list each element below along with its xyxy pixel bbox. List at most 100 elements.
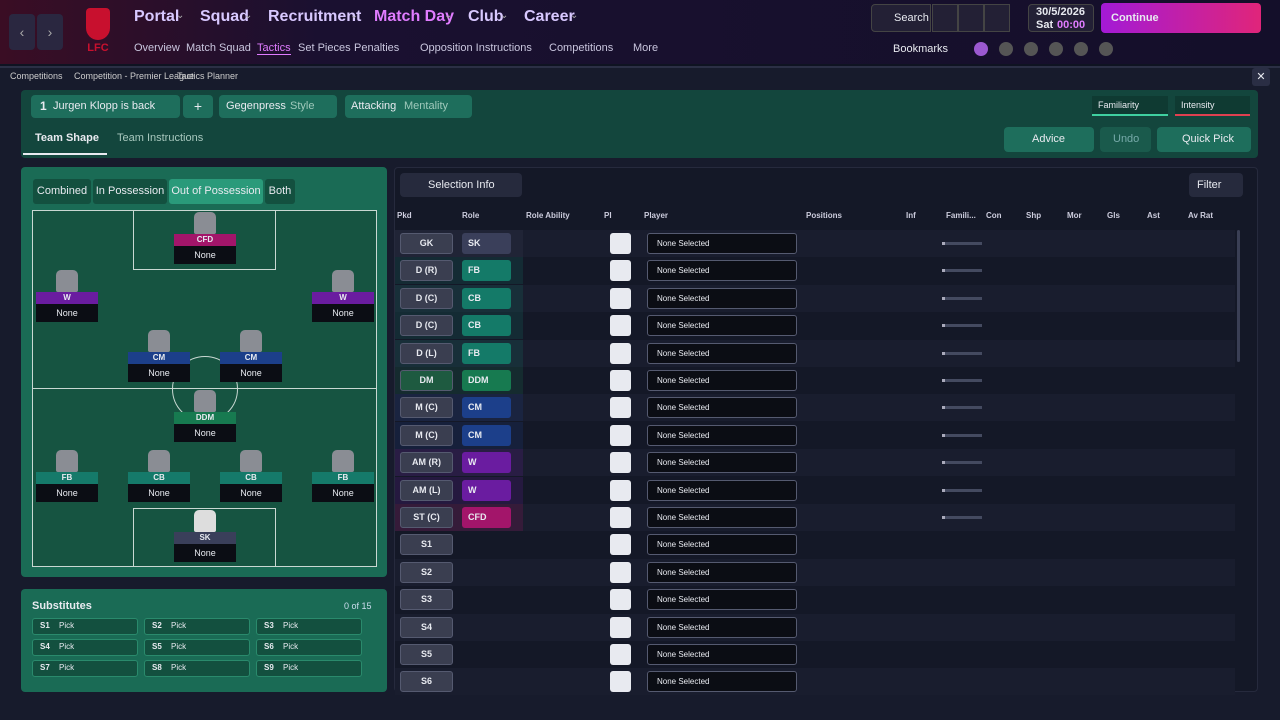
sub-nav-item[interactable]: Match Squad: [186, 42, 251, 54]
column-header[interactable]: Player: [644, 211, 669, 220]
player-name[interactable]: None: [220, 484, 282, 502]
main-nav-item[interactable]: Squad: [200, 8, 249, 25]
quick-icon[interactable]: [999, 42, 1013, 56]
main-nav-item[interactable]: Recruitment: [268, 8, 362, 25]
bookmarks[interactable]: Bookmarks: [893, 43, 949, 55]
sub-slot[interactable]: [256, 618, 362, 635]
player-name[interactable]: None: [128, 364, 190, 382]
breadcrumb-item[interactable]: Competition - Premier League: [74, 71, 195, 81]
player-name[interactable]: None: [174, 544, 236, 562]
icon-button[interactable]: [984, 4, 1010, 32]
position-button[interactable]: S5: [400, 644, 453, 665]
player-name[interactable]: None: [312, 484, 374, 502]
pi-button[interactable]: [610, 534, 631, 556]
mentality-select[interactable]: [345, 95, 472, 118]
icon-button[interactable]: [958, 4, 984, 32]
player-name[interactable]: None: [174, 424, 236, 442]
column-header[interactable]: Role: [462, 211, 480, 220]
column-header[interactable]: Av Rat: [1188, 211, 1214, 220]
role-strip[interactable]: CM: [220, 352, 282, 364]
quick-icon[interactable]: [1024, 42, 1038, 56]
sub-nav-item[interactable]: Opposition Instructions: [420, 42, 532, 54]
main-nav-item[interactable]: Club: [468, 8, 504, 25]
quick-icon[interactable]: [1099, 42, 1113, 56]
player-select[interactable]: None Selected: [647, 424, 797, 446]
position-button[interactable]: GK: [400, 233, 453, 254]
position-button[interactable]: M (C): [400, 397, 453, 419]
role-strip[interactable]: FB: [312, 472, 374, 484]
role-strip[interactable]: W: [312, 292, 374, 304]
sub-slot[interactable]: [32, 618, 138, 635]
pi-button[interactable]: [610, 507, 631, 528]
player-select[interactable]: None Selected: [647, 342, 797, 364]
player-select[interactable]: None Selected: [647, 534, 797, 556]
player-select[interactable]: None Selected: [647, 479, 797, 501]
player-select[interactable]: None Selected: [647, 260, 797, 282]
position-button[interactable]: AM (R): [400, 452, 453, 474]
position-button[interactable]: S1: [400, 534, 453, 556]
role-select[interactable]: SK: [462, 233, 511, 254]
position-button[interactable]: S3: [400, 589, 453, 611]
column-header[interactable]: PI: [604, 211, 612, 220]
pi-button[interactable]: [610, 233, 631, 254]
role-strip[interactable]: CM: [128, 352, 190, 364]
player-select[interactable]: None Selected: [647, 370, 797, 391]
quick-icon[interactable]: [1049, 42, 1063, 56]
pi-button[interactable]: [610, 287, 631, 309]
tab[interactable]: Team Instructions: [117, 132, 204, 144]
role-select[interactable]: FB: [462, 342, 511, 364]
role-strip[interactable]: FB: [36, 472, 98, 484]
position-button[interactable]: S4: [400, 616, 453, 638]
column-header[interactable]: Ast: [1147, 211, 1160, 220]
player-name[interactable]: None: [312, 304, 374, 322]
phase-tab[interactable]: In Possession: [93, 179, 167, 204]
quick-icon[interactable]: [1074, 42, 1088, 56]
main-nav-item[interactable]: Match Day: [374, 8, 455, 25]
sub-nav-item[interactable]: Tactics: [257, 42, 291, 55]
player-name[interactable]: None: [36, 304, 98, 322]
sub-nav-item[interactable]: Overview: [134, 42, 180, 54]
sub-slot[interactable]: [256, 639, 362, 656]
role-strip[interactable]: DDM: [174, 412, 236, 424]
forward-button[interactable]: ›: [37, 14, 63, 50]
player-select[interactable]: None Selected: [647, 561, 797, 583]
column-header[interactable]: Inf: [906, 211, 916, 220]
sub-nav-item[interactable]: Competitions: [549, 42, 614, 54]
sub-slot[interactable]: [256, 660, 362, 677]
pi-button[interactable]: [610, 397, 631, 419]
advice-button[interactable]: Advice: [1004, 127, 1094, 152]
phase-tab[interactable]: Combined: [33, 179, 91, 204]
role-select[interactable]: CM: [462, 397, 511, 419]
pi-button[interactable]: [610, 616, 631, 638]
pi-button[interactable]: [610, 342, 631, 364]
player-name[interactable]: None: [128, 484, 190, 502]
role-select[interactable]: W: [462, 479, 511, 501]
main-nav-item[interactable]: Career: [524, 8, 575, 25]
column-header[interactable]: Mor: [1067, 211, 1082, 220]
player-select[interactable]: None Selected: [647, 452, 797, 474]
breadcrumb-item[interactable]: Competitions: [10, 71, 63, 81]
role-select[interactable]: CB: [462, 287, 511, 309]
player-select[interactable]: None Selected: [647, 397, 797, 419]
sub-nav-item[interactable]: Set Pieces: [298, 42, 351, 54]
filter-button[interactable]: Filter: [1189, 173, 1243, 197]
pi-button[interactable]: [610, 671, 631, 693]
position-button[interactable]: S6: [400, 671, 453, 693]
position-button[interactable]: AM (L): [400, 479, 453, 501]
sub-slot[interactable]: [144, 618, 250, 635]
back-button[interactable]: ‹: [9, 14, 35, 50]
role-strip[interactable]: CB: [128, 472, 190, 484]
quick-icon[interactable]: [974, 42, 988, 56]
role-strip[interactable]: CFD: [174, 234, 236, 246]
position-button[interactable]: S2: [400, 561, 453, 583]
phase-tab[interactable]: Out of Possession: [169, 179, 263, 204]
role-strip[interactable]: CB: [220, 472, 282, 484]
column-header[interactable]: Con: [986, 211, 1002, 220]
position-button[interactable]: ST (C): [400, 507, 453, 528]
role-select[interactable]: CB: [462, 315, 511, 337]
style-select[interactable]: [219, 95, 337, 118]
position-button[interactable]: D (C): [400, 315, 453, 337]
add-tactic[interactable]: +: [183, 95, 213, 118]
role-select[interactable]: CM: [462, 424, 511, 446]
sub-slot[interactable]: [144, 639, 250, 656]
